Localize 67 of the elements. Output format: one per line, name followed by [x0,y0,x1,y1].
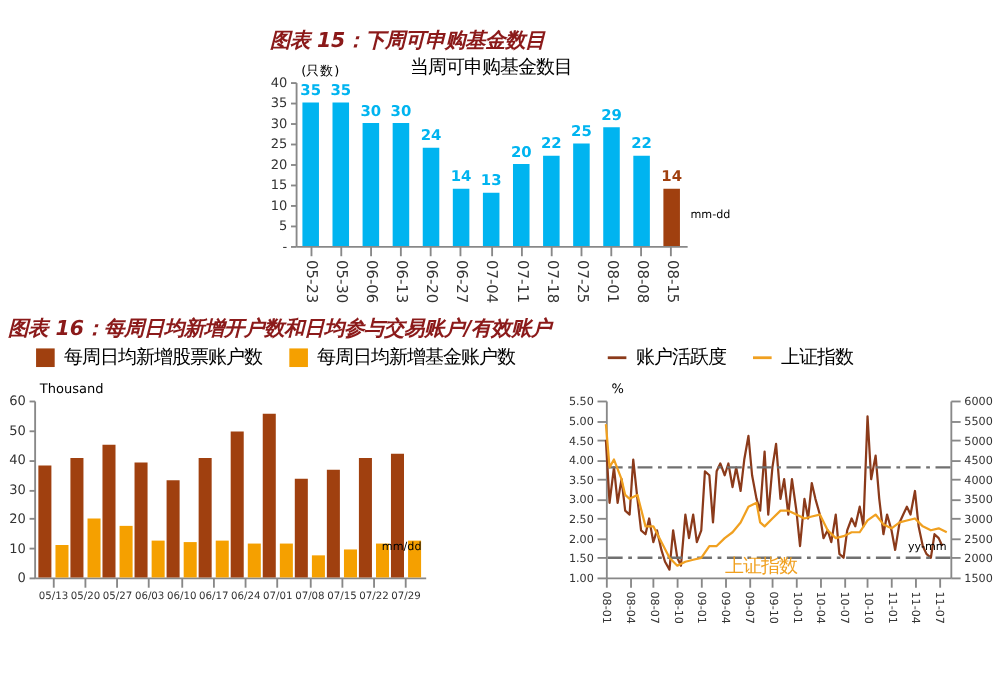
bar [134,462,148,578]
bar [102,444,116,578]
bar [302,102,319,246]
bar [326,469,340,578]
chart-subtitle: 当周可申购基金数目 [410,56,573,79]
bar [422,147,440,246]
x-tick-label: 05-30 [333,259,352,304]
data-label: 14 [661,167,683,186]
x-tick-label: 06-06 [363,259,382,304]
bar [247,543,261,578]
bar [633,155,650,246]
bar [482,192,500,246]
data-label: 35 [330,81,352,100]
data-label: 20 [510,142,532,161]
chart-title: 图表 16：每周日均新增开户数和日均参与交易账户/有效账户 [8,317,556,342]
bar [358,458,372,578]
bar [230,431,244,578]
x-tick-label: 06-20 [423,259,442,304]
bar [512,164,530,246]
bar [55,545,69,578]
x-tick-label: 05-23 [302,259,321,304]
bar [362,123,380,246]
bar [166,480,180,578]
data-label: 22 [631,134,652,153]
data-label: 14 [450,167,472,186]
bar [38,465,52,578]
data-label: 24 [420,126,442,145]
data-label: 29 [601,105,622,124]
bar [294,478,308,578]
bar [663,188,680,246]
data-label: 13 [480,171,502,190]
x-tick-label: 06-13 [393,259,412,304]
x-tick-label: 08-08 [633,259,652,304]
data-label: 22 [540,134,562,153]
x-tick-label: 08-01 [603,259,622,304]
x-tick-label: 07-11 [513,259,532,304]
bar [603,127,620,246]
bar [87,518,101,578]
bar [543,155,560,246]
x-tick-label: 07-25 [573,259,592,304]
bar [332,102,350,246]
bar [573,143,590,246]
bar [452,188,470,246]
bar [183,542,197,578]
bar [119,525,133,578]
x-tick-label: 08-15 [663,259,682,304]
data-label: 35 [300,81,322,100]
data-label: 30 [390,101,412,120]
legend-label: 上证指数 [780,347,853,370]
bar [198,458,212,578]
x-tick-label: 07-18 [543,259,562,304]
x-tick-label: 06-27 [453,259,472,304]
bar [70,458,84,578]
data-label: 30 [360,101,382,120]
annotation: 上证指数 [724,555,797,578]
bar [262,413,276,578]
chart-title: 图表 15：下周可申购基金数目 [269,28,548,53]
bar [343,549,357,578]
legend-label: 每周日均新增基金账户数 [317,347,516,370]
legend-label: 每周日均新增股票账户数 [63,347,262,370]
legend-label: 账户活跃度 [635,347,726,370]
x-tick-label: 07-04 [483,259,502,304]
bar [392,123,410,246]
bar [215,540,229,578]
bar [279,543,293,578]
bar [311,555,325,578]
bar [151,540,165,578]
